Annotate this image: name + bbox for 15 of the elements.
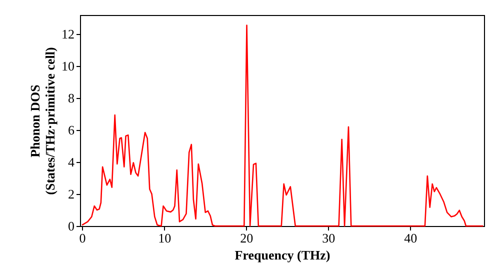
y-tick-label: 12 [62, 26, 74, 42]
x-tick-label: 20 [240, 230, 254, 246]
x-tick-label: 10 [158, 230, 172, 246]
x-tick-label: 0 [79, 230, 86, 246]
y-tick-label: 2 [68, 186, 74, 202]
y-axis-title: Phonon DOS (States/THz·primitive cell) [28, 47, 58, 195]
y-tick-label: 8 [68, 90, 74, 106]
x-axis-title: Frequency (THz) [234, 248, 330, 262]
y-tick-label: 6 [68, 122, 75, 138]
y-tick-label: 10 [62, 58, 74, 74]
x-tick-label: 40 [404, 230, 418, 246]
y-tick-label: 4 [68, 154, 75, 170]
y-tick-label: 0 [68, 218, 74, 234]
x-tick-label: 30 [322, 230, 336, 246]
line-series [81, 24, 484, 227]
